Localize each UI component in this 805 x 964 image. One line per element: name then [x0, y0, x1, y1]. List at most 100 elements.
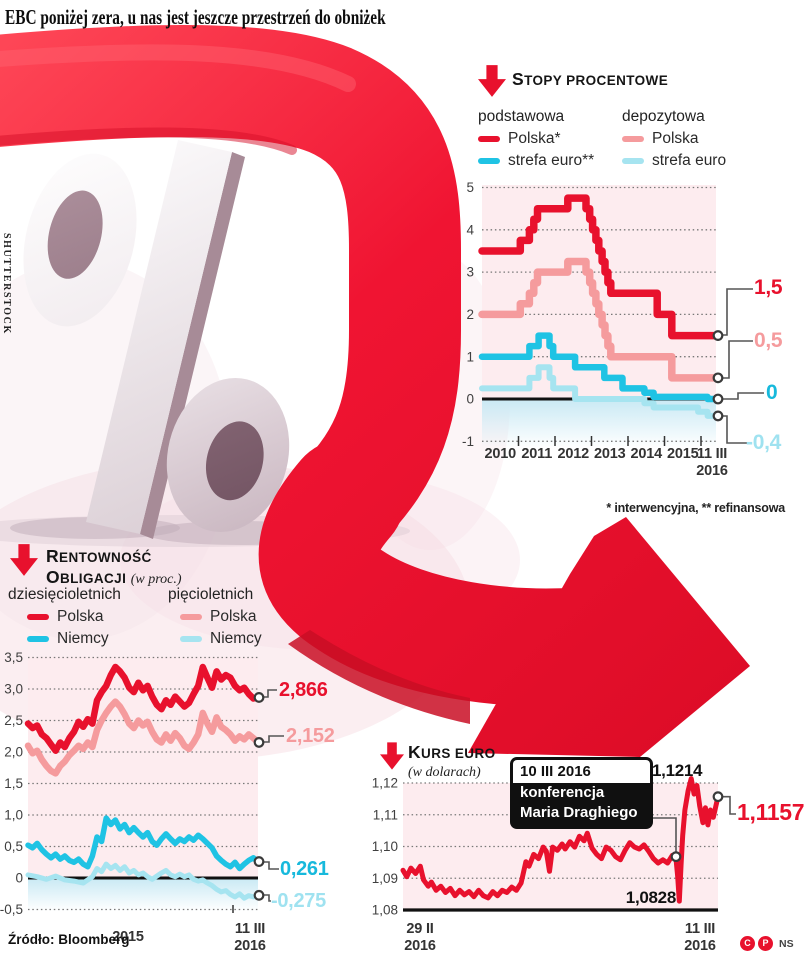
- x-tick-label: 2015: [667, 446, 699, 462]
- series-Polska-10-letnie: [24, 663, 262, 754]
- legend-item: Polska*: [478, 128, 620, 150]
- legend-item: Polska: [622, 128, 772, 150]
- obligacje-header: Rentowność obligacji (w proc.): [46, 546, 182, 588]
- x-tick-label: 29 II: [406, 921, 433, 937]
- series-strefa-euro-refinansowa: [478, 332, 720, 403]
- value-connector: [720, 415, 747, 444]
- series-Polska-podstawowa: [478, 194, 720, 340]
- obligacje-end-value-polska5: 2,152: [286, 725, 335, 747]
- x-tick-label: 2014: [631, 446, 663, 462]
- x-tick-label: 2016: [684, 938, 716, 954]
- legend-dash-icon: [180, 614, 202, 620]
- y-tick-label: -1: [462, 434, 474, 449]
- legend-dash-icon: [27, 636, 49, 642]
- legend-item: Polska: [168, 606, 298, 628]
- annotation-box: 10 III 2016 konferencja Maria Draghiego: [510, 757, 653, 829]
- obligacje-end-value-polska10: 2,866: [279, 679, 328, 701]
- obligacje-end-value-niemcy5: -0,275: [271, 890, 326, 912]
- legend-dash-icon: [27, 614, 49, 620]
- y-tick-label: -0,5: [0, 902, 23, 917]
- annotation-line: Maria Draghiego: [520, 804, 638, 821]
- stopy-end-value-euro-depozytowa: -0,4: [746, 431, 781, 454]
- stopy-end-value-polska-depozytowa: 0,5: [754, 329, 783, 352]
- value-connector: [720, 392, 764, 400]
- y-tick-label: 0: [466, 392, 474, 407]
- annotation-point-marker: [670, 851, 682, 863]
- x-tick-label: 2012: [558, 446, 590, 462]
- arrow-head: [468, 517, 750, 757]
- annotation-line: konferencja: [520, 784, 605, 801]
- legend-item-label: strefa euro: [652, 152, 727, 169]
- series-strefa-euro-depozytowa: [479, 364, 719, 419]
- series-Polska-5-letnie: [24, 698, 262, 777]
- y-tick-label: 1,12: [372, 776, 398, 791]
- line-end-marker: [253, 889, 265, 901]
- y-tick-label: 4: [466, 222, 474, 237]
- y-tick-label: 1,0: [4, 808, 23, 823]
- line-end-marker: [253, 692, 265, 703]
- value-connector: [720, 340, 753, 379]
- y-tick-label: 2: [466, 307, 474, 322]
- legend-dash-icon: [478, 158, 500, 164]
- obligacje-end-value-niemcy10: 0,261: [280, 858, 329, 880]
- stopy-legend-depozytowa: depozytowa Polska strefa euro: [622, 108, 772, 172]
- euro-header-label: Kurs euro: [408, 742, 496, 762]
- page-title: EBC poniżej zera, u nas jest jeszcze prz…: [5, 5, 386, 29]
- down-arrow-icon: [10, 544, 38, 576]
- x-tick-label: 2015: [112, 929, 144, 945]
- y-tick-label: 1,11: [373, 807, 398, 822]
- series-eur-usd: [400, 776, 721, 904]
- stopy-legend-podstawowa: podstawowa Polska* strefa euro**: [478, 108, 620, 172]
- legend-item-label: Polska: [57, 608, 104, 625]
- y-tick-label: 1,5: [4, 776, 23, 791]
- obligacje-header-label2: obligacji: [46, 567, 127, 587]
- series-Niemcy-10-letnie: [25, 815, 261, 872]
- source-note: Źródło: Bloomberg: [8, 932, 130, 947]
- value-connector: [262, 894, 271, 902]
- value-connector: [262, 689, 277, 698]
- obligacje-header-label: Rentowność: [46, 546, 152, 566]
- line-end-marker: [712, 410, 724, 422]
- negative-area-background: [28, 878, 258, 911]
- x-tick-label: 11 III: [685, 921, 715, 937]
- stopy-footnote: * interwencyjna, ** refinansowa: [606, 501, 785, 515]
- y-tick-label: 3,0: [4, 682, 23, 697]
- stopy-end-value-euro-refinansowa: 0: [766, 381, 778, 404]
- annotation-connector: [647, 817, 677, 856]
- euro-high-label: 1,1214: [652, 761, 703, 780]
- series-Polska-depozytowa: [478, 257, 720, 382]
- y-tick-label: 1,10: [372, 839, 398, 854]
- x-tick-label: 2016: [404, 938, 436, 954]
- legend-dash-icon: [622, 136, 644, 142]
- x-tick-label: 11 III: [235, 921, 265, 937]
- down-arrow-icon: [478, 65, 506, 97]
- line-end-marker: [253, 856, 265, 867]
- copyright-p-icon: P: [758, 936, 773, 951]
- x-tick-label: 2010: [485, 446, 517, 462]
- legend-item: Polska: [8, 606, 158, 628]
- value-connector: [720, 288, 753, 336]
- legend-group-label: pięcioletnich: [168, 586, 254, 603]
- legend-item-label: Niemcy: [210, 630, 262, 647]
- stopy-end-value-polska-podstawowa: 1,5: [754, 276, 783, 299]
- y-tick-label: 3,5: [4, 650, 23, 665]
- value-connector: [722, 795, 736, 815]
- obligacje-legend-5letnich: pięcioletnich Polska Niemcy: [168, 586, 298, 650]
- line-end-marker: [253, 737, 265, 748]
- copyright-c-icon: C: [740, 936, 755, 951]
- legend-item-label: Polska: [210, 608, 257, 625]
- legend-item-label: Niemcy: [57, 630, 109, 647]
- agency-label: NS: [779, 937, 794, 950]
- line-end-marker: [712, 791, 724, 803]
- value-connector: [262, 861, 279, 870]
- obligacje-header-note: (w proc.): [130, 572, 182, 587]
- line-end-marker: [712, 372, 724, 384]
- legend-item: Niemcy: [8, 628, 158, 650]
- legend-dash-icon: [180, 636, 202, 642]
- euro-header: Kurs euro (w dolarach): [408, 742, 496, 781]
- y-tick-label: 3: [466, 265, 474, 280]
- stopy-header-label: Stopy procentowe: [512, 69, 669, 89]
- x-tick-label: 2013: [594, 446, 626, 462]
